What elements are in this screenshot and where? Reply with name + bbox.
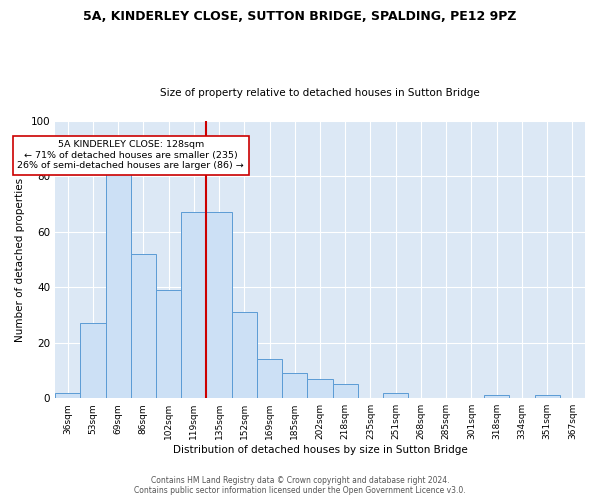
Text: 5A, KINDERLEY CLOSE, SUTTON BRIDGE, SPALDING, PE12 9PZ: 5A, KINDERLEY CLOSE, SUTTON BRIDGE, SPAL… [83, 10, 517, 23]
Bar [131, 254, 156, 398]
Text: Contains HM Land Registry data © Crown copyright and database right 2024.
Contai: Contains HM Land Registry data © Crown c… [134, 476, 466, 495]
Bar [383, 392, 409, 398]
Bar [80, 324, 106, 398]
Bar [484, 396, 509, 398]
Bar [156, 290, 181, 398]
Title: Size of property relative to detached houses in Sutton Bridge: Size of property relative to detached ho… [160, 88, 480, 98]
Bar [181, 212, 206, 398]
Bar [282, 374, 307, 398]
Bar [206, 212, 232, 398]
Y-axis label: Number of detached properties: Number of detached properties [15, 178, 25, 342]
X-axis label: Distribution of detached houses by size in Sutton Bridge: Distribution of detached houses by size … [173, 445, 467, 455]
Bar [232, 312, 257, 398]
Bar [106, 166, 131, 398]
Bar [332, 384, 358, 398]
Bar [535, 396, 560, 398]
Text: 5A KINDERLEY CLOSE: 128sqm
← 71% of detached houses are smaller (235)
26% of sem: 5A KINDERLEY CLOSE: 128sqm ← 71% of deta… [17, 140, 244, 170]
Bar [55, 392, 80, 398]
Bar [257, 360, 282, 398]
Bar [307, 379, 332, 398]
